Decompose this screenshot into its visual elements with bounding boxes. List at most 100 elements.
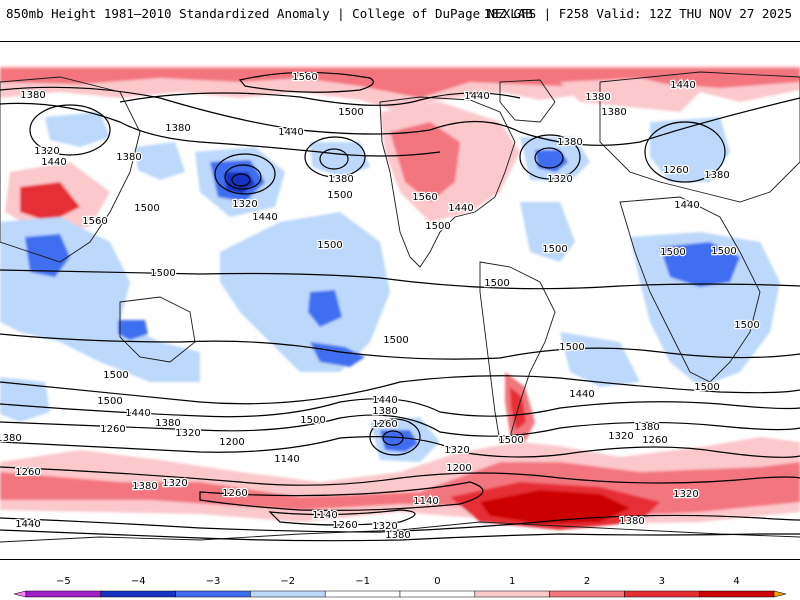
contour-label: 1500 — [734, 320, 759, 331]
anomaly-negative-north-atlantic-low-core — [535, 150, 568, 172]
contour-label: 1380 — [585, 92, 610, 103]
contour-1500-south-tropics — [0, 333, 800, 360]
contour-low-east-pacific-3 — [231, 173, 251, 187]
contour-1320-south — [0, 436, 800, 458]
contour-label: 1500 — [383, 335, 408, 346]
contour-label: 1260 — [642, 435, 667, 446]
contour-low-pacific-3 — [319, 148, 349, 170]
anomaly-negative-north-pacific-2 — [135, 142, 185, 180]
map-title: 850mb Height 1981–2010 Standardized Anom… — [6, 6, 533, 21]
contour-label: 1440 — [15, 519, 40, 530]
contour-low-southern — [369, 418, 421, 456]
contour-label: 1500 — [338, 107, 363, 118]
anomaly-negative-indian — [560, 332, 640, 387]
contour-label: 1320 — [444, 445, 469, 456]
contour-label: 1320 — [547, 174, 572, 185]
contour-label: 1380 — [20, 90, 45, 101]
contour-label: 1560 — [412, 192, 437, 203]
scale-arrow-max — [773, 590, 787, 598]
contour-label: 1260 — [372, 419, 397, 430]
contour-low-north-atlantic-2 — [534, 147, 564, 169]
contour-1260-south — [0, 466, 800, 486]
contour-label: 1380 — [0, 433, 22, 444]
coastlines — [0, 71, 800, 543]
contour-label: 1560 — [82, 216, 107, 227]
contour-low-pacific-2 — [304, 136, 366, 178]
color-scale-bar: −5−4−3−2−1012345 — [13, 576, 787, 598]
contour-label: 1380 — [116, 152, 141, 163]
scale-box — [25, 590, 102, 598]
coastline-antarctica — [0, 521, 800, 543]
anomaly-positive-southern-max — [480, 490, 630, 524]
coastline-africa — [619, 196, 761, 383]
contour-1380-north — [0, 102, 441, 157]
contour-label: 1440 — [125, 408, 150, 419]
contour-label: 1500 — [498, 435, 523, 446]
contour-label: 1320 — [162, 478, 187, 489]
contour-label: 1500 — [484, 278, 509, 289]
anomaly-negative-north-pacific — [45, 112, 110, 147]
scale-box — [324, 590, 401, 598]
color-scale-ticks: −5−4−3−2−1012345 — [56, 576, 740, 587]
contour-label: 1500 — [660, 247, 685, 258]
contour-1440-south — [0, 398, 800, 418]
scale-tick-label: −4 — [131, 576, 146, 587]
contour-1380-antarctic — [0, 514, 800, 533]
scale-box — [549, 590, 625, 598]
contour-label: 1500 — [97, 396, 122, 407]
contour-label: 1380 — [385, 530, 410, 541]
contour-label: 1440 — [372, 395, 397, 406]
scale-box — [399, 590, 476, 598]
contour-label: 1500 — [150, 268, 175, 279]
contour-label: 1380 — [165, 123, 190, 134]
contour-label: 1500 — [300, 415, 325, 426]
scale-tick-label: 4 — [733, 576, 739, 587]
contour-1500-subtropics — [0, 269, 800, 290]
scale-arrow-min — [13, 590, 27, 598]
contour-low-east-pacific-2 — [224, 164, 262, 190]
contour-label: 1200 — [219, 437, 244, 448]
contour-label: 1500 — [711, 246, 736, 257]
anomaly-positive-east-asia-core — [20, 182, 80, 222]
contour-label: 1500 — [425, 221, 450, 232]
contour-label: 1140 — [413, 496, 438, 507]
scale-tick-label: 0 — [434, 576, 440, 587]
contour-label: 1380 — [328, 174, 353, 185]
contour-label: 1320 — [34, 146, 59, 157]
coastline-north-america — [379, 96, 516, 268]
scale-box — [175, 590, 251, 598]
coastline-south-america — [479, 261, 556, 443]
contour-1440-north — [0, 86, 800, 146]
contour-label: 1320 — [232, 199, 257, 210]
contour-low-north-atlantic-1 — [519, 134, 581, 180]
scale-tick-label: 1 — [509, 576, 515, 587]
contour-label: 1380 — [372, 406, 397, 417]
scale-tick-label: −5 — [56, 576, 71, 587]
anomaly-negative-africa-core — [660, 242, 740, 287]
contour-label: 1440 — [252, 212, 277, 223]
contour-low-scandinavia — [644, 121, 726, 183]
contour-label: 1260 — [332, 520, 357, 531]
model-valid-time: 18Z GFS | F258 Valid: 12Z THU NOV 27 202… — [483, 6, 792, 21]
contour-label: 1500 — [103, 370, 128, 381]
contour-label: 1140 — [312, 510, 337, 521]
scale-box — [698, 590, 775, 598]
contour-label: 1500 — [317, 240, 342, 251]
contour-low-east-pacific-1 — [214, 153, 276, 195]
contour-label: 1440 — [41, 157, 66, 168]
contour-label: 1380 — [557, 137, 582, 148]
contour-label: 1440 — [448, 203, 473, 214]
anomaly-negative-pacific-south-core — [310, 342, 365, 367]
anomaly-negative-pacific-center — [220, 212, 390, 372]
coastline-greenland — [499, 79, 556, 123]
contour-1200-south — [199, 481, 484, 511]
coastline-asia-west — [0, 76, 141, 263]
contour-label: 1260 — [663, 165, 688, 176]
anomaly-positive-europe — [560, 78, 700, 112]
coastline-australia — [119, 296, 196, 363]
contour-low-north-pacific — [29, 104, 111, 156]
contour-1500-north — [119, 92, 521, 106]
contour-label: 1260 — [15, 467, 40, 478]
